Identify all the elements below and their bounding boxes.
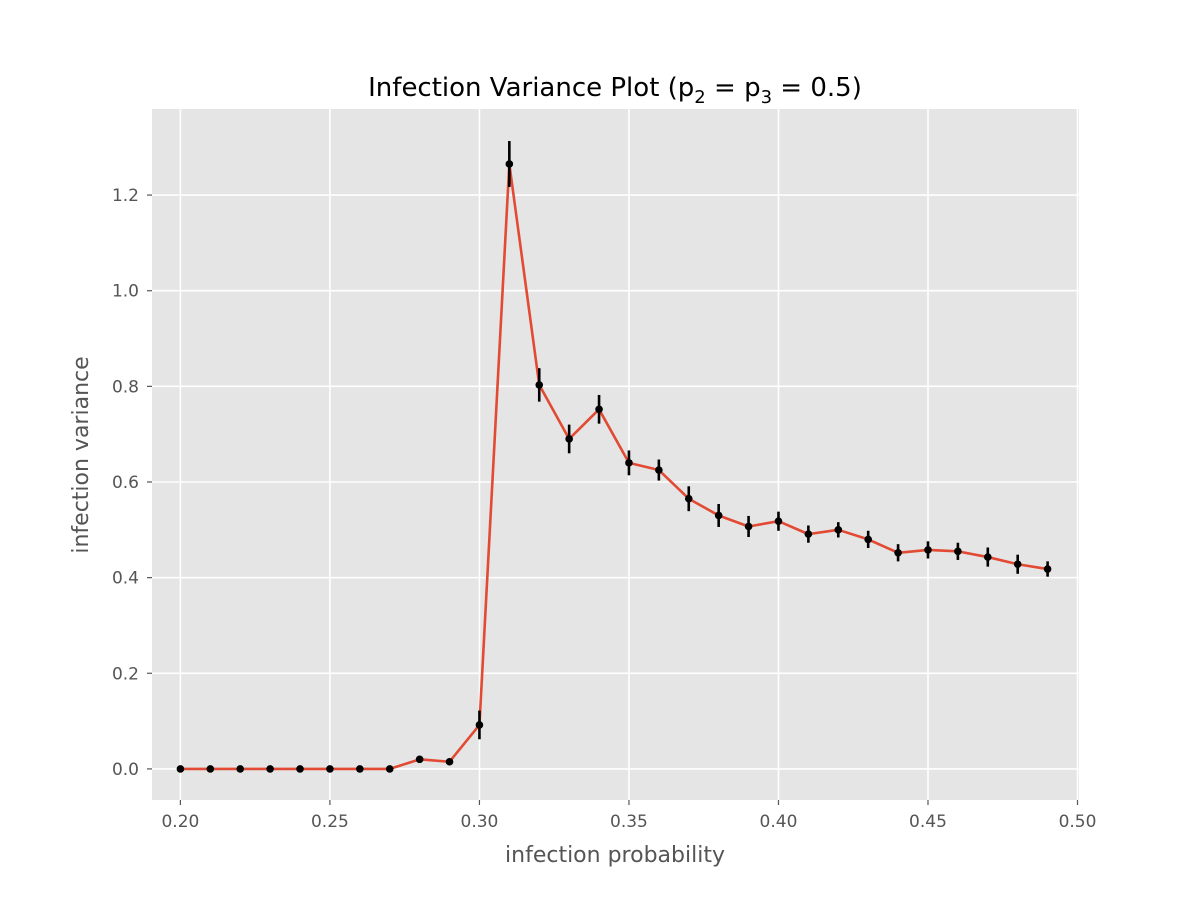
data-point	[625, 459, 633, 467]
data-point	[714, 511, 723, 520]
y-tick-label: 1.0	[112, 282, 139, 302]
y-tick-label: 0.0	[112, 760, 139, 780]
data-point	[655, 466, 663, 474]
data-point	[834, 526, 843, 534]
data-point	[445, 757, 454, 766]
data-point	[415, 755, 424, 764]
data-point	[595, 405, 603, 414]
data-point	[505, 160, 514, 168]
plot-area	[152, 109, 1079, 800]
data-point	[326, 765, 334, 773]
data-point	[535, 381, 544, 389]
x-tick-label: 0.50	[1059, 812, 1097, 832]
data-point	[983, 553, 992, 561]
data-point	[385, 765, 394, 773]
axis-ticks: 0.20 0.25 0.30 0.35 0.40 0.45 0.50 0.0 0.2 0.4 0.6…	[112, 186, 1096, 832]
data-point	[176, 765, 185, 773]
x-axis-label: infection probability	[505, 843, 725, 868]
data-point	[356, 765, 364, 773]
chart-title: Infection Variance Plot (p2 = p3 = 0.5)	[368, 73, 862, 108]
data-point	[684, 494, 693, 503]
data-point	[475, 721, 484, 729]
y-tick-label: 0.6	[112, 473, 139, 493]
x-tick-label: 0.40	[760, 812, 798, 832]
data-point	[266, 765, 274, 773]
y-tick-label: 0.8	[112, 377, 139, 397]
x-tick-label: 0.35	[610, 812, 648, 832]
data-point	[565, 435, 573, 443]
data-point	[1043, 565, 1052, 573]
data-point	[1013, 560, 1022, 569]
data-point	[924, 546, 932, 554]
data-point	[774, 517, 783, 526]
y-tick-label: 0.2	[112, 664, 139, 684]
data-point	[296, 765, 304, 773]
data-series	[176, 141, 1052, 773]
data-point	[236, 765, 245, 773]
x-tick-label: 0.25	[311, 812, 349, 832]
y-axis-label: infection variance	[69, 356, 94, 553]
data-point	[206, 765, 215, 773]
y-tick-label: 0.4	[112, 569, 139, 589]
data-point	[804, 530, 813, 538]
x-tick-label: 0.30	[461, 812, 499, 832]
data-point	[894, 548, 902, 557]
x-tick-label: 0.20	[161, 812, 199, 832]
x-tick-label: 0.45	[909, 812, 947, 832]
y-tick-label: 1.2	[112, 186, 139, 206]
data-point	[954, 547, 962, 556]
data-point	[864, 535, 872, 544]
data-point	[744, 522, 753, 531]
series-line	[180, 162, 1048, 771]
